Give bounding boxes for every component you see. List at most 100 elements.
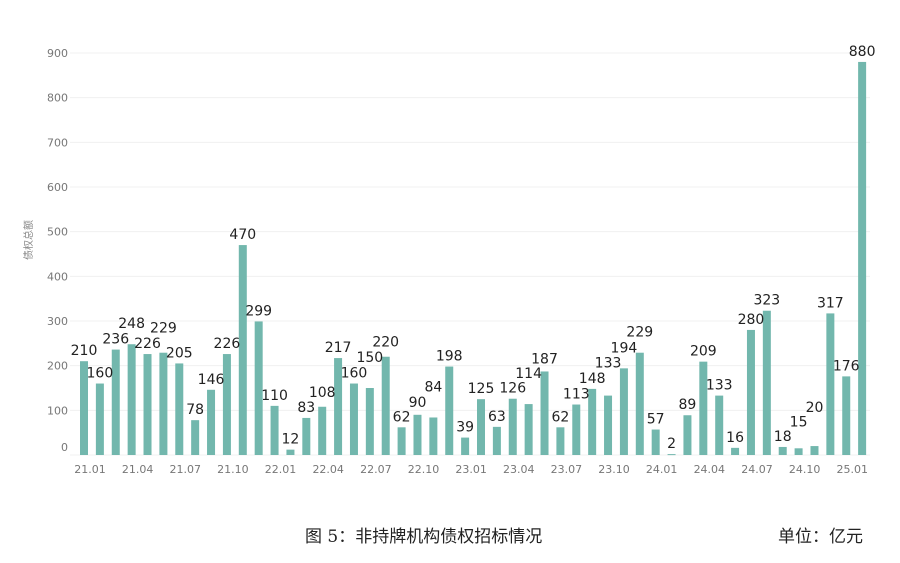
data-label: 198 bbox=[436, 349, 463, 365]
data-label: 280 bbox=[738, 312, 765, 328]
bar-23.08 bbox=[572, 404, 581, 455]
y-tick-label: 200 bbox=[47, 360, 68, 373]
bar-24.04 bbox=[699, 361, 708, 455]
data-label: 146 bbox=[198, 372, 225, 388]
data-label: 114 bbox=[515, 366, 542, 382]
chart-caption: 图 5：非持牌机构债权招标情况 bbox=[305, 527, 543, 547]
x-tick-label: 25.01 bbox=[836, 463, 868, 476]
data-label: 16 bbox=[726, 430, 744, 446]
bar-23.02 bbox=[477, 399, 485, 455]
data-label: 299 bbox=[245, 303, 272, 319]
data-label: 2 bbox=[667, 436, 676, 452]
y-tick-label: 900 bbox=[47, 47, 68, 60]
data-label: 126 bbox=[499, 381, 526, 397]
bar-21.07 bbox=[175, 363, 184, 455]
data-label: 236 bbox=[102, 332, 129, 348]
bar-24.08 bbox=[762, 310, 771, 455]
data-label: 229 bbox=[626, 325, 653, 341]
data-label: 108 bbox=[309, 385, 336, 401]
bar-24.09 bbox=[778, 446, 787, 455]
x-tick-label: 21.10 bbox=[217, 463, 249, 476]
bar-23.10 bbox=[604, 395, 613, 455]
bar-24.02 bbox=[667, 454, 676, 456]
bar-21.11 bbox=[238, 245, 247, 455]
bar-23.03 bbox=[492, 426, 501, 455]
data-label: 160 bbox=[87, 366, 114, 382]
data-label: 12 bbox=[282, 432, 300, 448]
data-label: 62 bbox=[393, 409, 411, 425]
bar-23.12 bbox=[635, 352, 644, 455]
x-tick-label: 22.01 bbox=[265, 463, 297, 476]
data-label: 209 bbox=[690, 344, 717, 360]
x-tick-label: 22.07 bbox=[360, 463, 392, 476]
x-tick-label: 21.04 bbox=[122, 463, 154, 476]
data-label: 176 bbox=[833, 358, 860, 374]
bar-21.10 bbox=[222, 354, 231, 455]
x-tick-label: 23.04 bbox=[503, 463, 535, 476]
data-label: 84 bbox=[424, 379, 442, 395]
data-label: 57 bbox=[647, 412, 665, 428]
bar-22.09 bbox=[397, 427, 406, 455]
bar-22.11 bbox=[429, 417, 438, 455]
data-label: 148 bbox=[579, 371, 606, 387]
y-tick-label: 500 bbox=[47, 226, 68, 239]
data-label: 89 bbox=[679, 397, 697, 413]
bar-22.02 bbox=[286, 449, 295, 455]
bar-chart: 0100200300400500600700800900债权总额21016023… bbox=[22, 44, 876, 476]
bar-22.12 bbox=[445, 366, 454, 455]
x-tick-label: 22.04 bbox=[312, 463, 344, 476]
bar-21.05 bbox=[143, 354, 152, 455]
bar-21.02 bbox=[95, 383, 104, 455]
x-tick-label: 21.01 bbox=[74, 463, 106, 476]
y-tick-label: 700 bbox=[47, 136, 68, 149]
bar-24.11 bbox=[810, 446, 819, 455]
y-tick-label: 300 bbox=[47, 315, 68, 328]
bar-22.06 bbox=[349, 383, 358, 455]
bar-21.08 bbox=[191, 420, 200, 455]
bar-24.05 bbox=[715, 395, 724, 455]
bar-23.09 bbox=[588, 388, 597, 455]
bar-23.11 bbox=[619, 368, 628, 455]
y-tick-label: 800 bbox=[47, 92, 68, 105]
y-tick-label: 400 bbox=[47, 270, 68, 283]
data-label: 217 bbox=[325, 340, 352, 356]
bar-23.01 bbox=[461, 437, 470, 455]
data-label: 78 bbox=[186, 402, 204, 418]
data-label: 226 bbox=[214, 336, 241, 352]
data-label: 248 bbox=[118, 316, 145, 332]
bar-25.01 bbox=[842, 376, 851, 455]
data-label: 150 bbox=[356, 350, 383, 366]
data-label: 880 bbox=[849, 44, 876, 60]
y-tick-label: 0 bbox=[61, 441, 68, 454]
data-label: 229 bbox=[150, 321, 177, 337]
bar-23.04 bbox=[508, 398, 517, 455]
data-label: 20 bbox=[806, 400, 824, 416]
data-label: 110 bbox=[261, 388, 288, 404]
bar-22.07 bbox=[365, 388, 374, 455]
data-label: 113 bbox=[563, 387, 590, 403]
bar-24.01 bbox=[651, 429, 660, 455]
y-axis-label: 债权总额 bbox=[22, 220, 35, 260]
x-tick-label: 22.10 bbox=[408, 463, 440, 476]
bar-24.12 bbox=[826, 313, 835, 455]
bar-22.08 bbox=[381, 356, 390, 455]
x-tick-label: 23.01 bbox=[455, 463, 487, 476]
bar-21.09 bbox=[207, 389, 216, 455]
bar-24.03 bbox=[683, 415, 692, 455]
x-tick-label: 24.10 bbox=[789, 463, 821, 476]
data-label: 18 bbox=[774, 429, 792, 445]
y-tick-label: 100 bbox=[47, 404, 68, 417]
data-label: 125 bbox=[468, 381, 495, 397]
x-tick-label: 23.07 bbox=[551, 463, 583, 476]
data-label: 62 bbox=[551, 409, 569, 425]
bar-24.07 bbox=[746, 329, 755, 455]
bar-22.01 bbox=[270, 405, 279, 455]
data-label: 317 bbox=[817, 295, 844, 311]
data-label: 63 bbox=[488, 409, 506, 425]
data-label: 83 bbox=[297, 400, 315, 416]
bar-24.06 bbox=[731, 447, 740, 455]
bar-25.02 bbox=[858, 61, 867, 455]
bar-22.10 bbox=[413, 414, 422, 455]
data-label: 220 bbox=[372, 335, 399, 351]
y-tick-label: 600 bbox=[47, 181, 68, 194]
